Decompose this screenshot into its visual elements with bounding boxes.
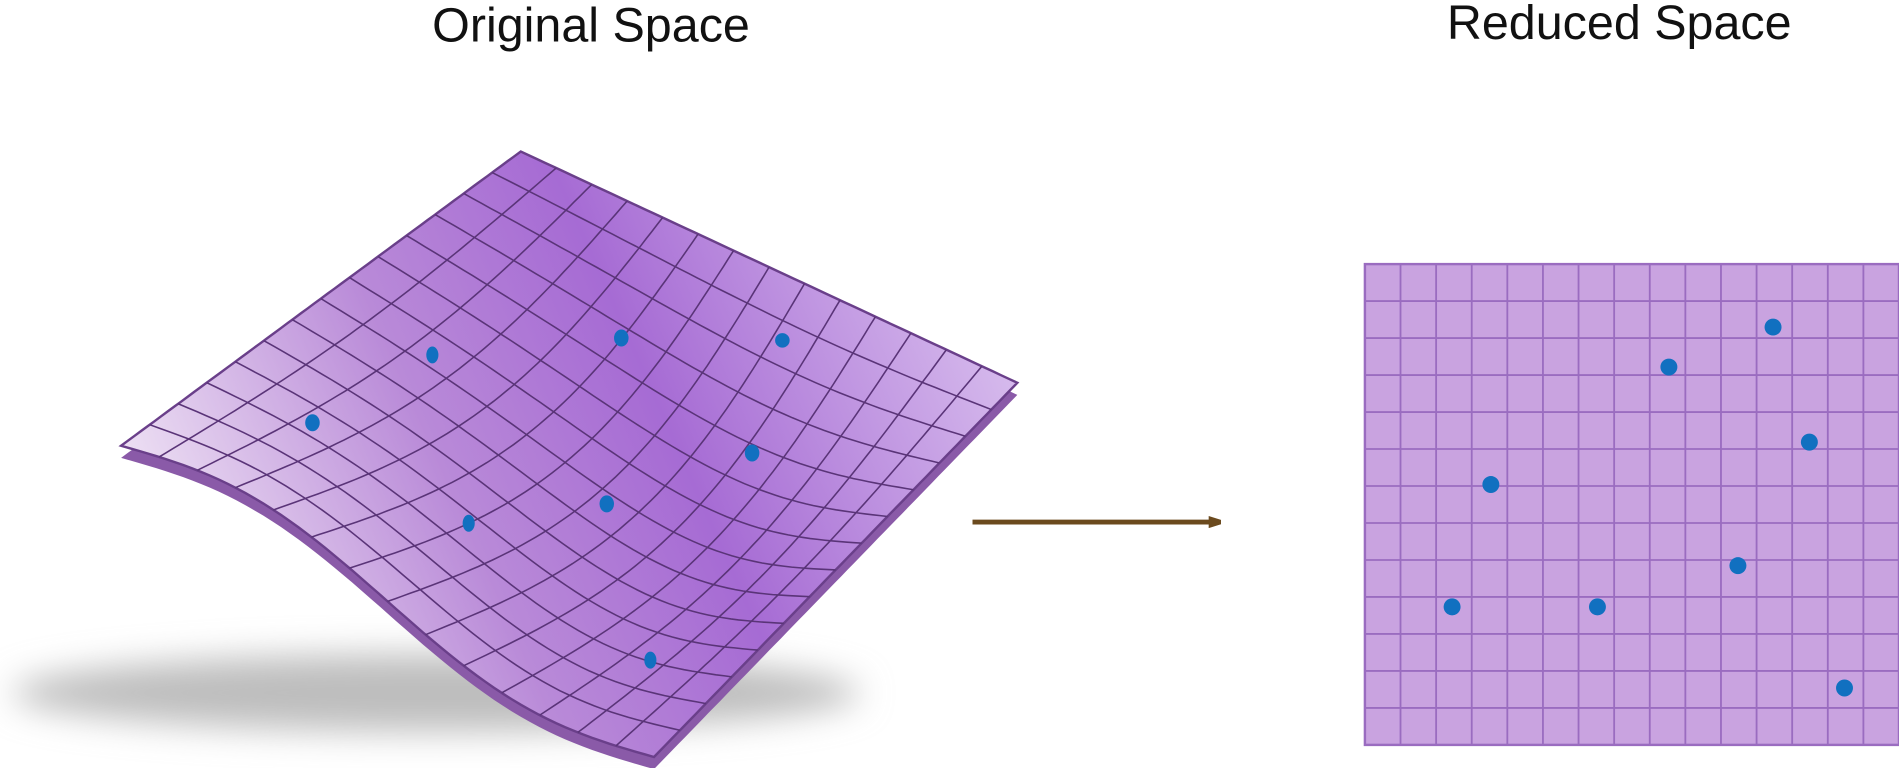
surface-points (305, 329, 790, 669)
point (1836, 679, 1853, 697)
grid-background (1363, 262, 1899, 747)
surface-grid-line (615, 365, 983, 747)
point (599, 495, 615, 513)
point (744, 444, 760, 462)
surface-grid-line (501, 316, 877, 694)
reduced-grid (1363, 262, 1899, 747)
surface-grid-line (377, 255, 888, 518)
surface-grid-line (406, 234, 914, 491)
point (1660, 358, 1678, 376)
point (1800, 433, 1818, 451)
reduced-points (1443, 318, 1853, 697)
point (775, 333, 790, 348)
surface-grid-line (349, 276, 862, 544)
point (305, 414, 320, 432)
point (1482, 476, 1500, 493)
point (1764, 318, 1782, 336)
surface-grid-line (434, 213, 940, 464)
surface-grid-line (539, 332, 912, 716)
left-title: Original Space (432, 0, 750, 52)
point (644, 651, 657, 669)
point (1588, 598, 1606, 616)
point (426, 346, 439, 364)
point (462, 514, 475, 532)
point (614, 329, 629, 347)
surface-grid-line (463, 192, 966, 437)
surface-grid-line (425, 283, 806, 636)
surface-grid-line (577, 349, 947, 734)
surface-grid-line (463, 299, 841, 667)
point (1443, 598, 1461, 616)
surface-grid-line (387, 266, 770, 603)
warped-surface (118, 150, 1020, 768)
right-title: Reduced Space (1447, 0, 1792, 50)
surface-grid-line (491, 171, 992, 411)
point (1729, 557, 1747, 575)
